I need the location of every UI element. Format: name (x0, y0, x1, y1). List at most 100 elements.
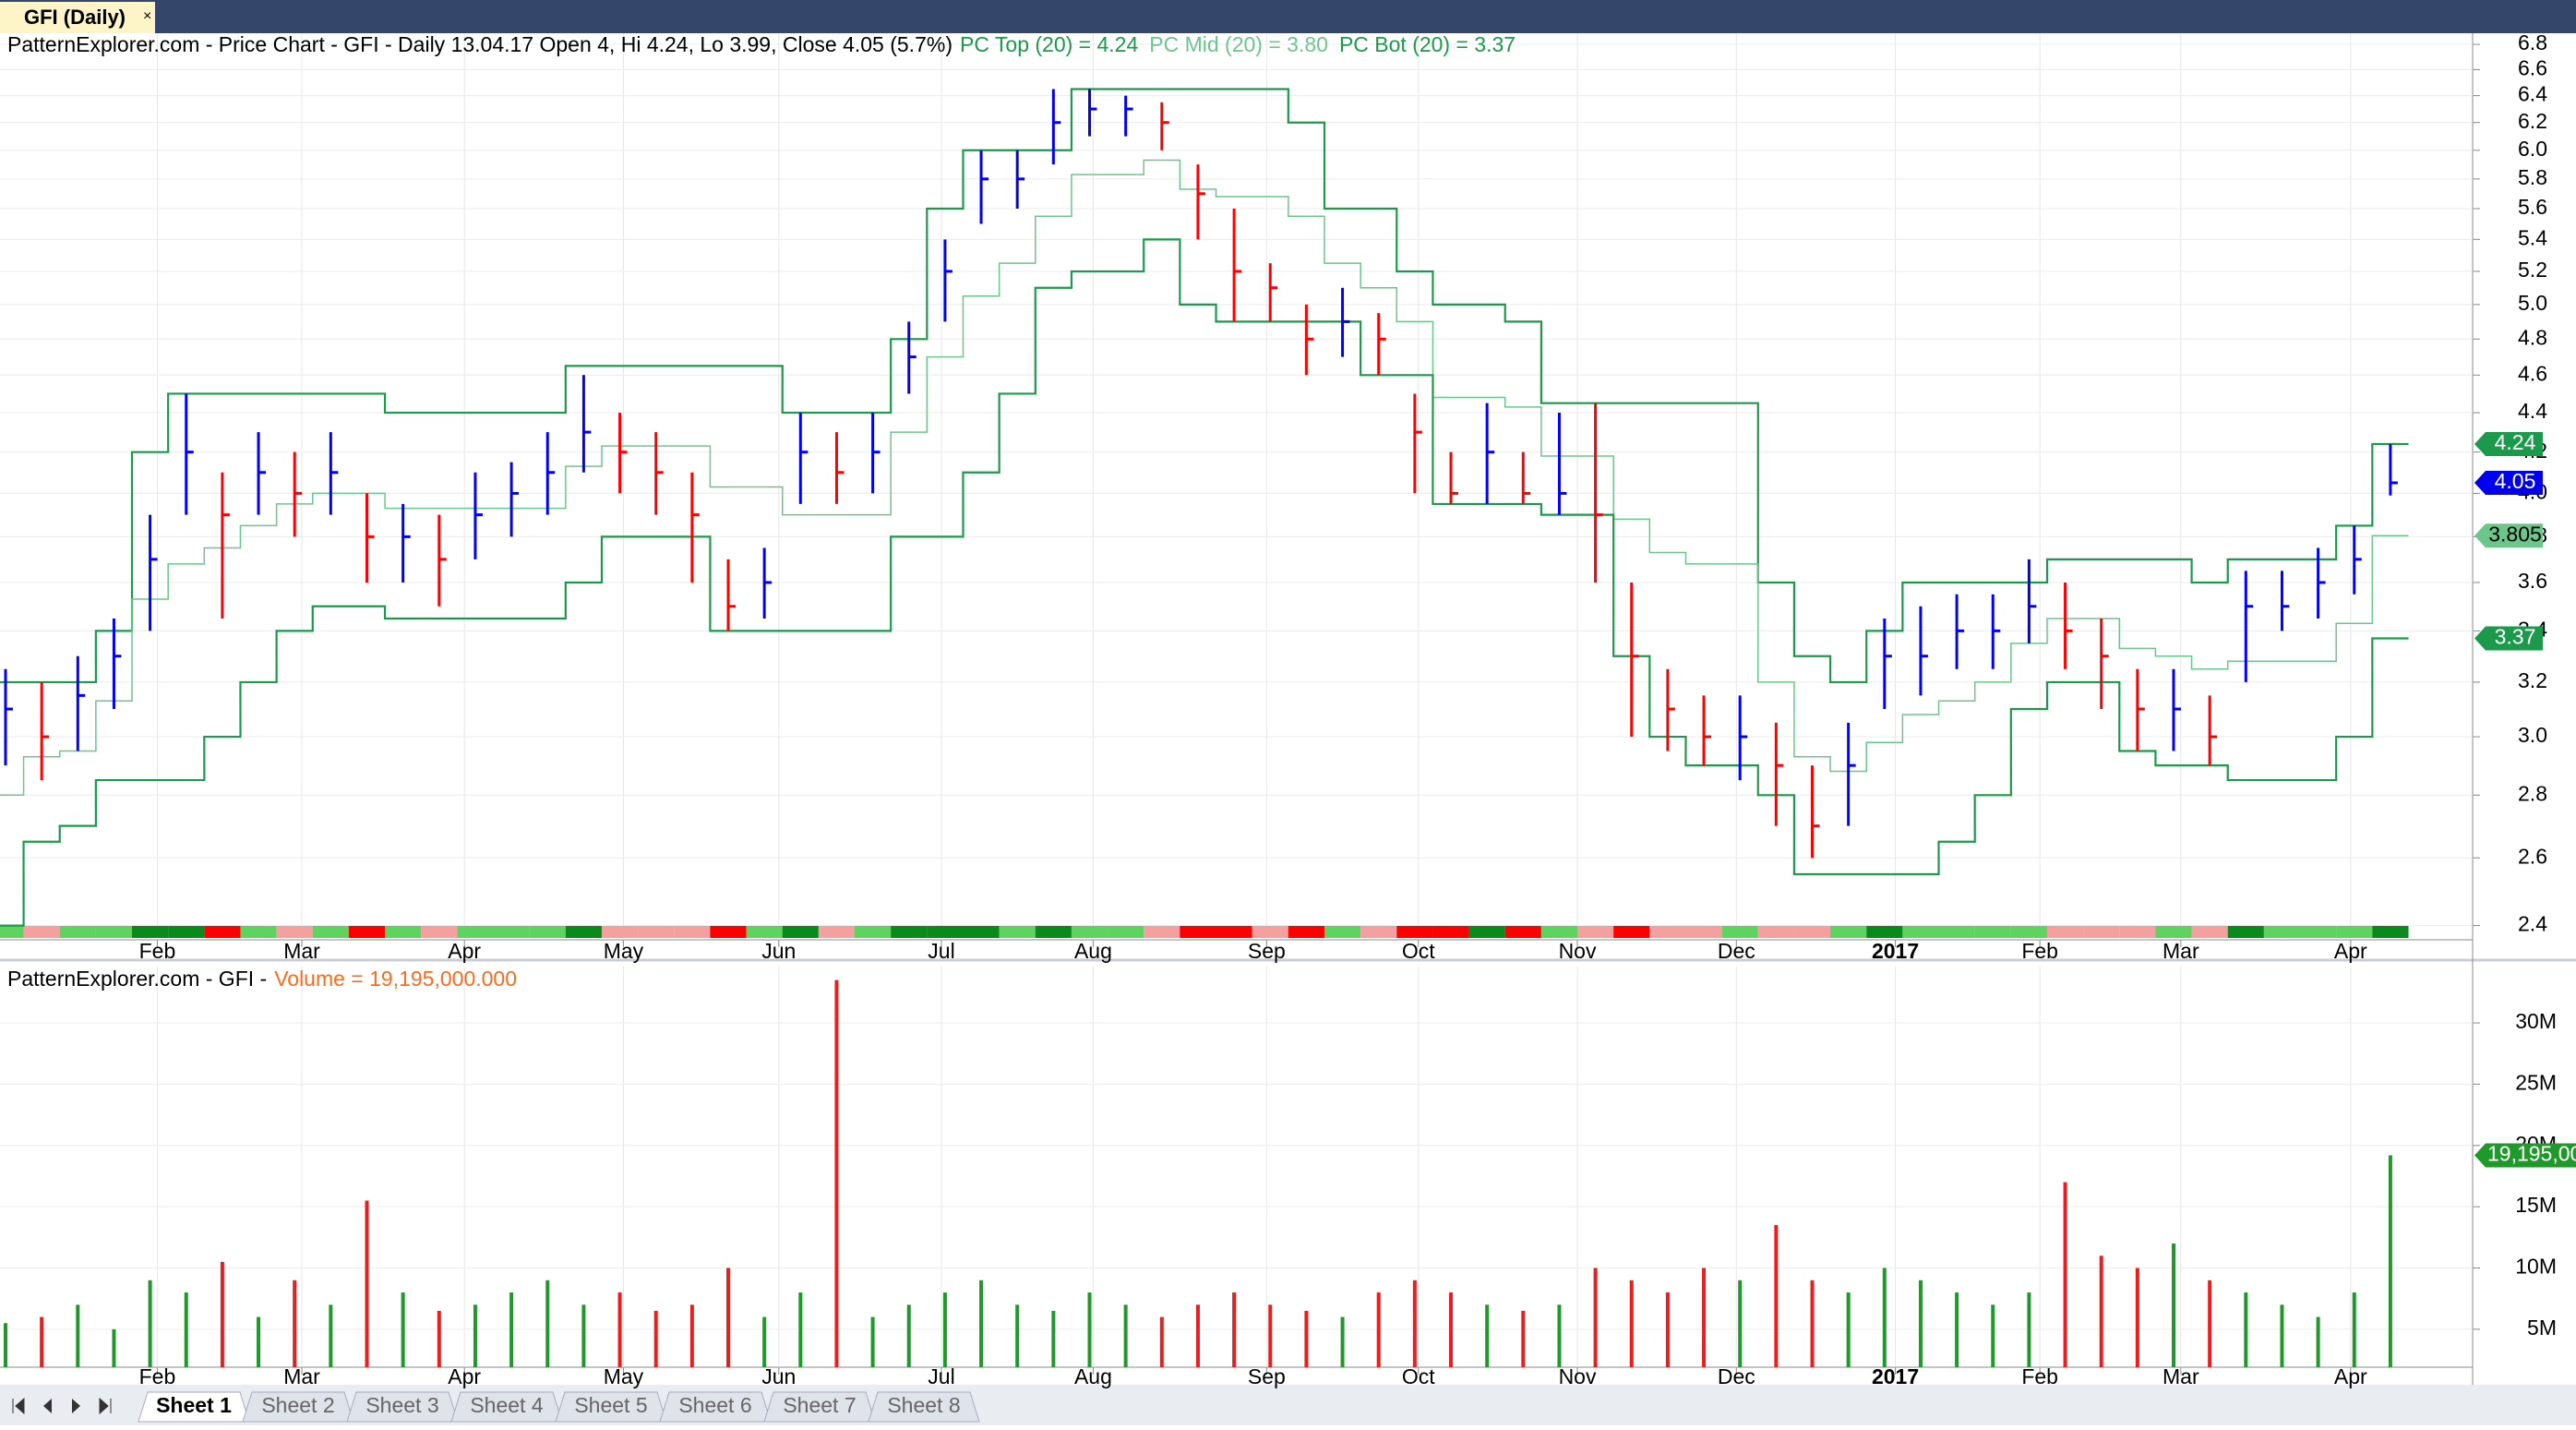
volume-bar (1304, 1310, 1309, 1367)
price-badge-label: 3.37 (2495, 625, 2536, 649)
volume-bar (1774, 1225, 1779, 1367)
sheet-tab-label: Sheet 7 (783, 1393, 856, 1417)
nav-prev[interactable] (43, 1399, 52, 1413)
trend-strip (23, 926, 60, 938)
y-tick-label: 10M (2515, 1255, 2557, 1279)
trend-strip (240, 926, 277, 938)
x-tick-label: May (604, 939, 644, 963)
volume-bar (4, 1323, 7, 1367)
y-tick-label: 6.8 (2518, 30, 2547, 54)
volume-bar (1015, 1304, 1020, 1367)
trend-strip (999, 926, 1036, 938)
y-tick-label: 4.8 (2518, 325, 2547, 349)
legend-entry: Volume = 19,195,000.000 (274, 967, 517, 991)
sheet-tab[interactable] (138, 1391, 250, 1423)
volume-bar (184, 1292, 188, 1367)
trend-strip (1252, 926, 1288, 938)
trend-strip (385, 926, 422, 938)
trend-strip (1504, 926, 1541, 938)
y-tick-label: 3.0 (2518, 723, 2547, 747)
sheet-tab-label: Sheet 2 (261, 1393, 334, 1417)
sheet-tab-label: Sheet 4 (470, 1393, 543, 1417)
trend-strip (891, 926, 928, 938)
trend-strip (1613, 926, 1650, 938)
window-tab[interactable] (0, 2, 155, 33)
nav-last[interactable] (99, 1397, 112, 1415)
sheet-tab[interactable] (868, 1391, 980, 1423)
volume-bar (906, 1304, 911, 1367)
volume-bar (1593, 1268, 1598, 1367)
trend-strip (2119, 926, 2156, 938)
price-badge (2474, 626, 2543, 651)
trend-strip (1180, 926, 1216, 938)
sheet-tab[interactable] (555, 1391, 667, 1423)
trend-strip (276, 926, 313, 938)
volume-bar (2172, 1243, 2175, 1367)
sheet-tab[interactable] (763, 1391, 876, 1423)
sheet-tab[interactable] (242, 1391, 354, 1423)
volume-bar (40, 1316, 44, 1367)
volume-bar (834, 979, 839, 1367)
nav-first[interactable] (12, 1397, 25, 1415)
x-tick-label: Nov (1559, 939, 1597, 963)
trend-strip (1035, 926, 1072, 938)
y-tick-label: 4.4 (2518, 399, 2547, 423)
volume-bar (1340, 1316, 1345, 1367)
trend-strip (927, 926, 964, 938)
price-badge-label: 4.05 (2495, 469, 2536, 493)
sheet-tab-label: Sheet 8 (887, 1393, 960, 1417)
trend-strip (457, 926, 494, 938)
volume-bar (1449, 1292, 1453, 1367)
price-badge (2474, 523, 2543, 548)
y-tick-label: 15M (2515, 1193, 2557, 1217)
sheet-nav (12, 1397, 112, 1415)
price-badge-label: 3.805 (2488, 522, 2542, 546)
tab-close[interactable]: × (143, 8, 151, 24)
trend-strip (1866, 926, 1903, 938)
trend-strip (855, 926, 892, 938)
trend-strip (1108, 926, 1144, 938)
volume-bar (2244, 1292, 2248, 1367)
trend-strip (2372, 926, 2409, 938)
y-tick-label: 6.4 (2518, 82, 2547, 106)
sheet-tab[interactable] (346, 1391, 459, 1423)
legend-entry: PC Top (20) = 4.24 (960, 32, 1138, 56)
volume-bar (1268, 1304, 1273, 1367)
volume-bar (473, 1304, 477, 1367)
trend-strip (1216, 926, 1252, 938)
volume-bar (365, 1200, 369, 1367)
volume-bar (581, 1304, 586, 1367)
trend-strip (2263, 926, 2301, 938)
trend-strip (2300, 926, 2337, 938)
sheet-tab[interactable] (659, 1391, 772, 1423)
x-tick-label: 2017 (1872, 939, 1919, 963)
x-tick-label: May (604, 1364, 644, 1388)
volume-bar (1882, 1268, 1887, 1367)
y-tick-label: 4.6 (2518, 361, 2547, 385)
volume-bar (76, 1304, 80, 1367)
x-tick-label: Apr (448, 939, 481, 963)
y-tick-label: 2.4 (2518, 912, 2547, 936)
volume-bar (617, 1292, 622, 1367)
channel-line (0, 88, 2409, 684)
volume-bar (509, 1292, 514, 1367)
x-tick-label: Nov (1559, 1364, 1597, 1388)
trend-strip (601, 926, 639, 938)
trend-strip (1288, 926, 1324, 938)
volume-bar (220, 1261, 224, 1367)
volume-bar (1051, 1310, 1056, 1367)
volume-bar (1485, 1304, 1490, 1367)
trend-strip (1830, 926, 1867, 938)
trend-strip (95, 926, 133, 938)
volume-bar (2208, 1280, 2212, 1367)
volume-bar (1412, 1280, 1417, 1367)
trend-strip (1144, 926, 1180, 938)
sheet-tab[interactable] (450, 1391, 563, 1423)
title-bar (0, 0, 2576, 33)
trend-strip (529, 926, 566, 938)
x-tick-label: Feb (2021, 939, 2058, 963)
x-tick-label: Mar (2163, 1364, 2199, 1388)
nav-next[interactable] (72, 1399, 80, 1413)
volume-bar (257, 1316, 261, 1367)
x-tick-label: Oct (1402, 939, 1435, 963)
